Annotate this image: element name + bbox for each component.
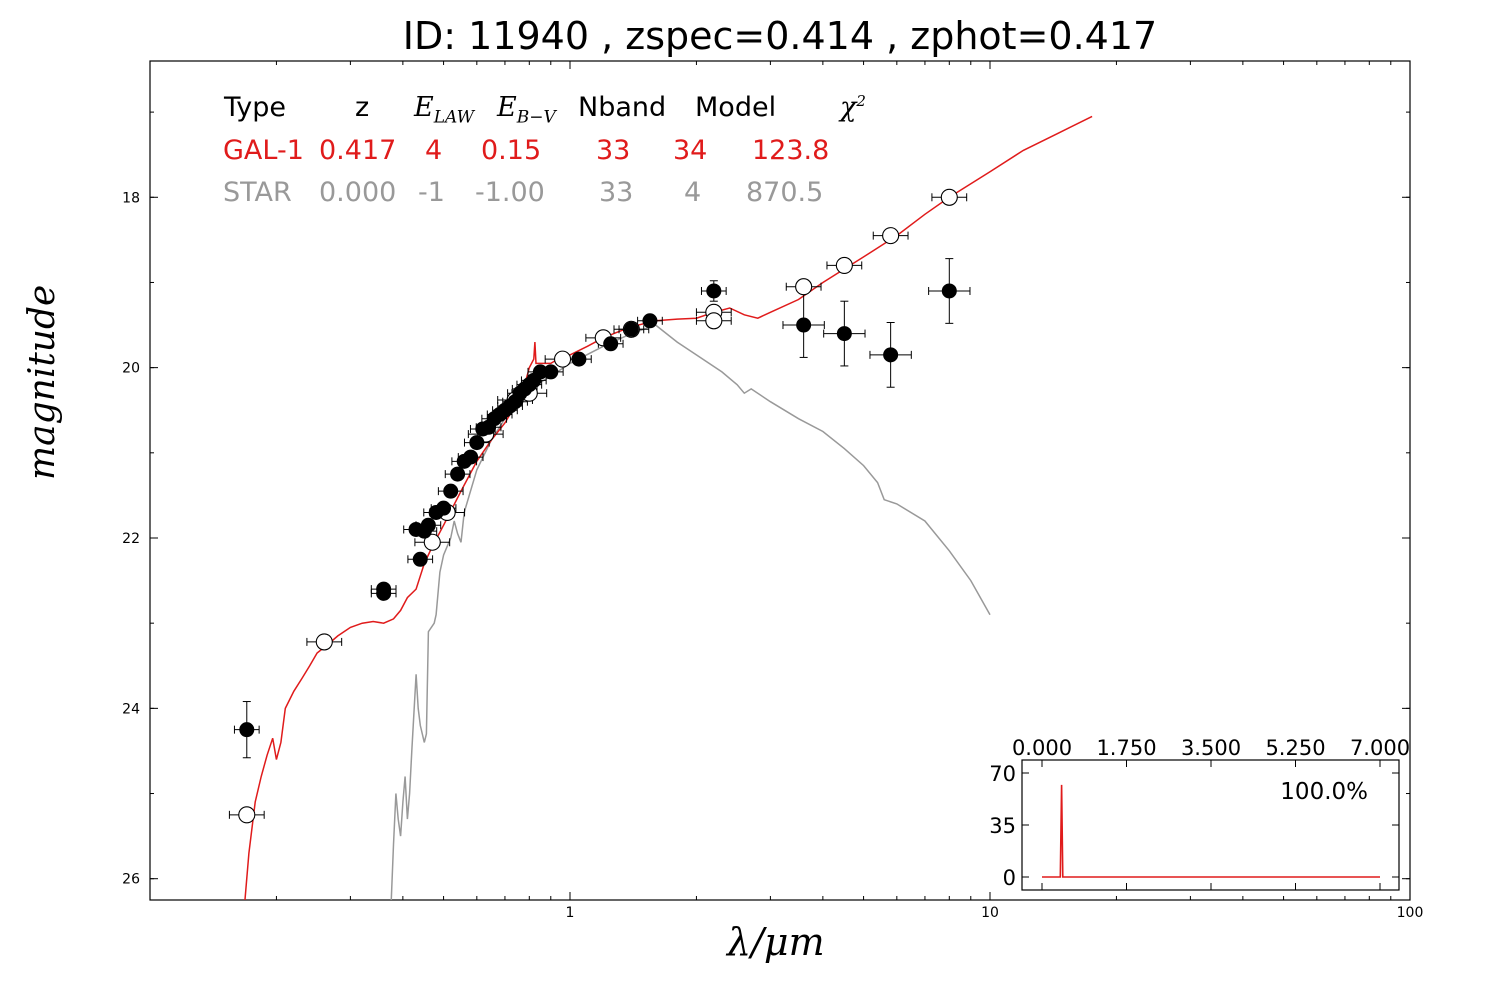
observed-point: [623, 321, 639, 337]
error-bars: [228, 193, 971, 819]
model-magnitude-points: [238, 188, 958, 824]
observed-point: [571, 351, 587, 367]
inset-y-tick-label: 70: [989, 762, 1016, 786]
y-tick-label: 24: [122, 701, 140, 717]
observed-point: [239, 722, 255, 738]
inset-frame: [1021, 759, 1400, 891]
inset-axis-ticks: 0.000 1.750 3.500 5.250 7.000 70 35 0: [989, 736, 1410, 890]
inset-annotation: 100.0%: [1280, 779, 1368, 805]
pdz-inset: 0.000 1.750 3.500 5.250 7.000 70 35 0 100.0%: [989, 736, 1410, 891]
observed-point: [412, 551, 428, 567]
observed-point: [469, 435, 485, 451]
inset-y-tick-label: 0: [1003, 866, 1016, 890]
observed-point: [836, 326, 852, 342]
observed-point: [543, 364, 559, 380]
model-point: [315, 633, 333, 651]
pdz-line: [1042, 784, 1380, 878]
y-tick-label: 26: [122, 872, 140, 888]
y-tick-label: 20: [122, 361, 140, 377]
model-point: [940, 188, 958, 206]
model-point: [795, 278, 813, 296]
observed-point: [436, 500, 452, 516]
observed-point: [420, 517, 436, 533]
y-tick-label: 22: [122, 531, 140, 547]
main-axis-ticks: 18 20 22 24 26 1 10 100: [122, 61, 1423, 921]
observed-point: [941, 283, 957, 299]
model-point: [423, 533, 441, 551]
x-axis-label: λ/μm: [727, 920, 825, 964]
chart-title: ID: 11940 , zspec=0.414 , zphot=0.417: [402, 14, 1158, 58]
model-point: [238, 806, 256, 824]
inset-x-tick-label: 7.000: [1350, 736, 1410, 760]
observed-point: [796, 317, 812, 333]
pdz-curve: [1042, 784, 1380, 878]
galaxy-model-curve: [244, 115, 1093, 900]
observed-point: [642, 313, 658, 329]
observed-point: [376, 585, 392, 601]
inset-x-tick-label: 1.750: [1096, 736, 1156, 760]
observed-point: [706, 283, 722, 299]
x-tick-label: 100: [1397, 905, 1424, 921]
inset-x-tick-label: 0.000: [1012, 736, 1072, 760]
observed-magnitude-points: [239, 283, 957, 738]
model-point: [554, 350, 572, 368]
y-axis-label: magnitude: [22, 284, 63, 480]
model-point: [705, 312, 723, 330]
inset-x-tick-label: 5.250: [1265, 736, 1325, 760]
inset-x-tick-label: 3.500: [1181, 736, 1241, 760]
observed-point: [603, 336, 619, 352]
observed-point: [463, 449, 479, 465]
x-tick-label: 10: [981, 905, 999, 921]
observed-point: [883, 347, 899, 363]
model-point: [882, 227, 900, 245]
series-line: [390, 324, 991, 900]
observed-point: [443, 483, 459, 499]
model-point: [835, 256, 853, 274]
y-tick-label: 18: [122, 190, 140, 206]
x-tick-label: 1: [566, 905, 575, 921]
inset-y-tick-label: 35: [989, 814, 1016, 838]
series-line: [244, 115, 1093, 900]
star-model-curve: [390, 324, 991, 900]
plot-frame: [149, 60, 1411, 901]
observed-point: [450, 466, 466, 482]
